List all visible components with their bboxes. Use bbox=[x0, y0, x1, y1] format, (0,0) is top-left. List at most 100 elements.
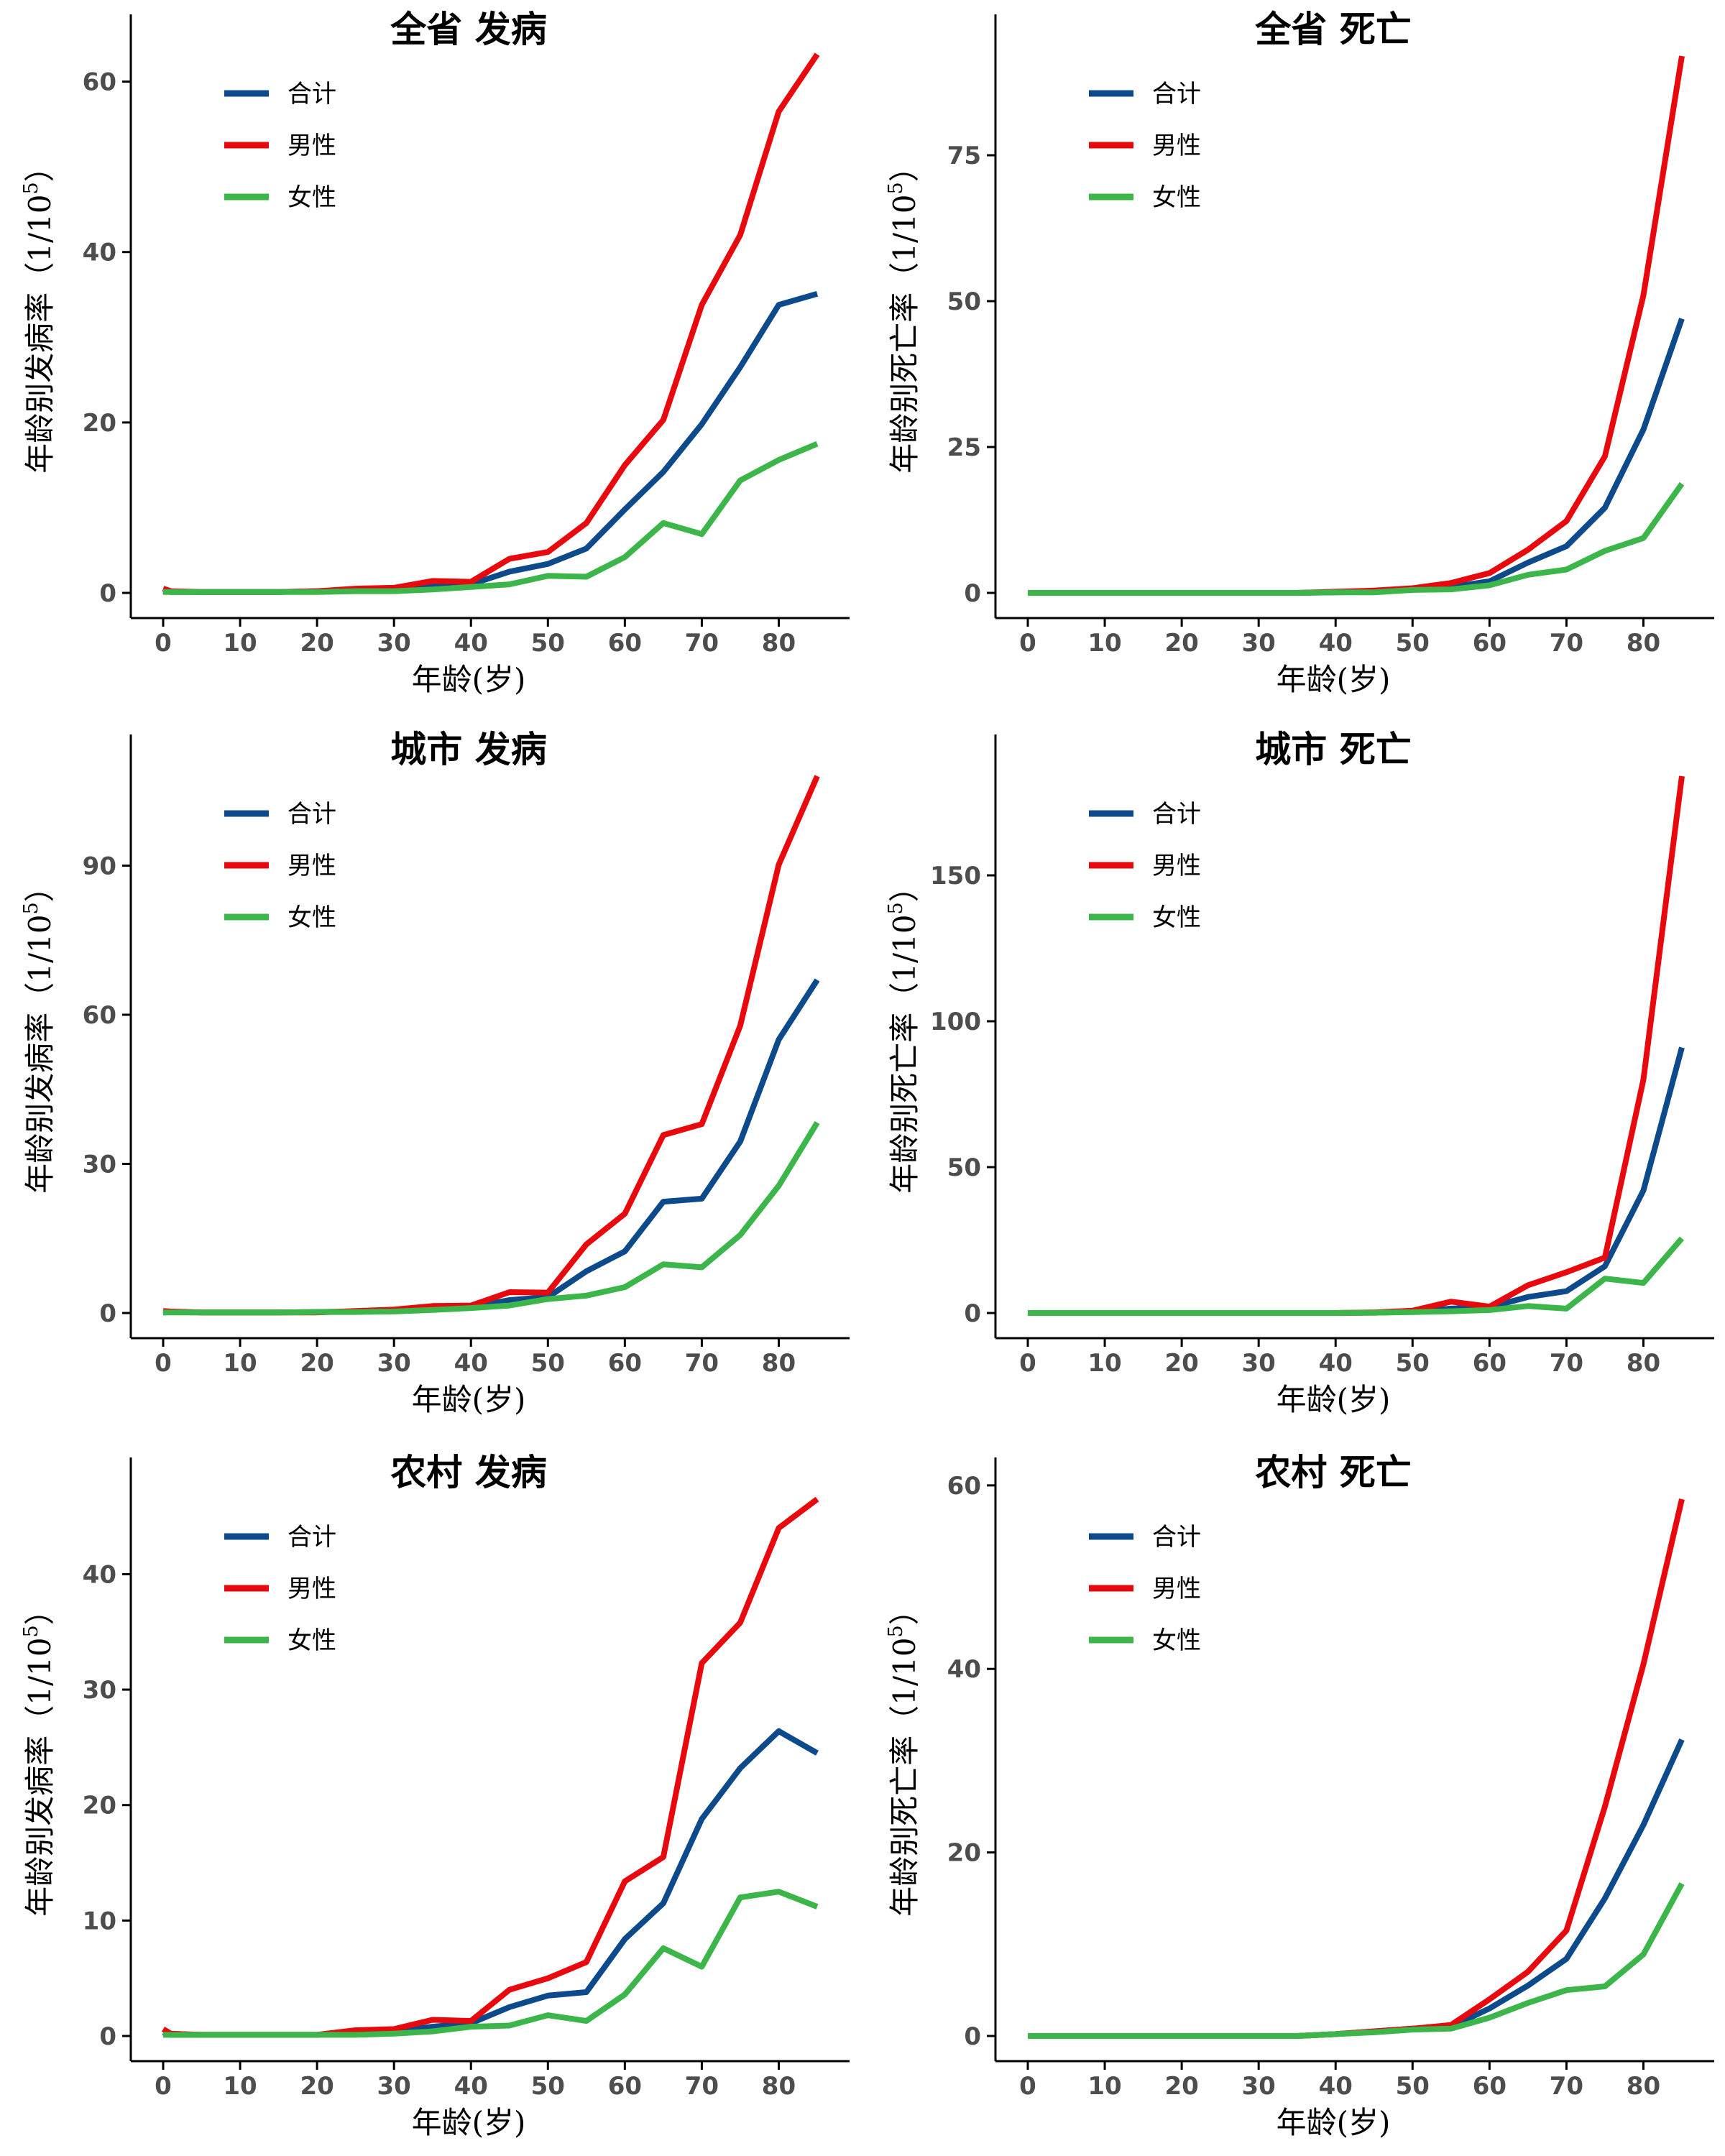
x-tick-label: 40 bbox=[1319, 2072, 1353, 2101]
y-tick-label: 0 bbox=[964, 579, 981, 608]
legend-label: 男性 bbox=[1152, 1575, 1201, 1603]
y-tick-label: 40 bbox=[83, 239, 116, 267]
x-tick-label: 50 bbox=[531, 629, 565, 658]
x-tick-label: 0 bbox=[1019, 2072, 1036, 2101]
x-tick-label: 30 bbox=[377, 1349, 411, 1378]
y-tick-label: 40 bbox=[83, 1560, 116, 1589]
x-axis-title: 年龄(岁) bbox=[1276, 2105, 1391, 2140]
y-tick-label: 20 bbox=[83, 409, 116, 438]
x-tick-label: 50 bbox=[1396, 629, 1430, 658]
x-tick-label: 80 bbox=[762, 1349, 796, 1378]
x-tick-label: 20 bbox=[300, 629, 334, 658]
legend-label: 男性 bbox=[1152, 852, 1201, 880]
y-axis-title-sup: 5 bbox=[20, 182, 42, 194]
y-axis-title-close: ） bbox=[887, 872, 922, 902]
x-tick-label: 60 bbox=[1473, 2072, 1506, 2101]
y-tick-label: 10 bbox=[83, 1907, 116, 1935]
series-line-男性 bbox=[1028, 1498, 1685, 2039]
panel-title: 农村 死亡 bbox=[1255, 1451, 1411, 1493]
x-tick-label: 20 bbox=[1164, 2072, 1198, 2101]
series-line-男性 bbox=[1028, 775, 1685, 1316]
y-tick-label: 50 bbox=[947, 287, 981, 316]
x-axis-title: 年龄(岁) bbox=[412, 2105, 526, 2140]
y-axis-title: 年龄别死亡率（1/105） bbox=[885, 1595, 922, 1917]
x-tick-label: 60 bbox=[608, 2072, 642, 2101]
y-tick-label: 30 bbox=[83, 1151, 116, 1179]
y-axis-title: 年龄别死亡率（1/105） bbox=[885, 152, 922, 474]
x-axis-title: 年龄(岁) bbox=[1276, 662, 1391, 697]
y-axis-title-sup: 5 bbox=[885, 902, 907, 914]
legend-label: 男性 bbox=[1152, 132, 1201, 160]
y-axis-title-close: ） bbox=[22, 872, 58, 902]
legend-label: 男性 bbox=[288, 1575, 336, 1603]
legend-label: 合计 bbox=[1152, 80, 1201, 109]
y-tick-label: 50 bbox=[947, 1153, 981, 1182]
y-axis-title-close: ） bbox=[22, 152, 58, 182]
legend-label: 女性 bbox=[1152, 903, 1201, 932]
x-tick-label: 80 bbox=[762, 629, 796, 658]
series-line-女性 bbox=[163, 1121, 820, 1316]
y-tick-label: 60 bbox=[83, 68, 116, 97]
y-tick-label: 0 bbox=[99, 1299, 116, 1328]
legend-label: 男性 bbox=[288, 132, 336, 160]
x-axis-title: 年龄(岁) bbox=[412, 1382, 526, 1417]
series-line-合计 bbox=[1028, 318, 1685, 596]
x-tick-label: 0 bbox=[155, 629, 172, 658]
y-tick-label: 150 bbox=[930, 862, 981, 890]
x-tick-label: 20 bbox=[1164, 629, 1198, 658]
panel-title: 全省 发病 bbox=[390, 8, 546, 50]
y-axis-title-sup: 5 bbox=[885, 1625, 907, 1637]
y-tick-label: 90 bbox=[83, 852, 116, 881]
x-tick-label: 0 bbox=[1019, 629, 1036, 658]
series-line-女性 bbox=[163, 441, 819, 595]
x-tick-label: 0 bbox=[1019, 1349, 1036, 1378]
y-axis-title-main: 年龄别死亡率（1/10 bbox=[887, 194, 922, 473]
y-axis-title-sup: 5 bbox=[20, 902, 42, 914]
y-axis-title-close: ） bbox=[22, 1595, 58, 1625]
x-tick-label: 70 bbox=[685, 2072, 719, 2101]
y-tick-label: 60 bbox=[947, 1472, 981, 1501]
y-axis-title-sup: 5 bbox=[20, 1625, 42, 1637]
x-tick-label: 40 bbox=[1319, 629, 1353, 658]
x-tick-label: 20 bbox=[300, 1349, 334, 1378]
x-tick-label: 70 bbox=[1550, 2072, 1583, 2101]
x-tick-label: 20 bbox=[300, 2072, 334, 2101]
x-tick-label: 10 bbox=[1087, 629, 1121, 658]
series-line-女性 bbox=[1028, 1882, 1685, 2039]
series-line-女性 bbox=[1028, 1236, 1685, 1316]
x-tick-label: 0 bbox=[155, 1349, 172, 1378]
series-line-合计 bbox=[1028, 1046, 1685, 1316]
y-axis-title-close: ） bbox=[887, 1595, 922, 1625]
x-tick-label: 0 bbox=[155, 2072, 172, 2101]
y-tick-label: 20 bbox=[947, 1839, 981, 1868]
x-tick-label: 70 bbox=[1550, 629, 1583, 658]
y-axis-title-sup: 5 bbox=[885, 182, 907, 194]
series-line-合计 bbox=[1028, 1738, 1685, 2039]
y-tick-label: 0 bbox=[964, 2022, 981, 2051]
y-axis-title: 年龄别发病率（1/105） bbox=[20, 152, 58, 474]
series-line-男性 bbox=[1028, 55, 1685, 596]
x-tick-label: 80 bbox=[1627, 1349, 1660, 1378]
y-axis-title-close: ） bbox=[887, 152, 922, 182]
x-tick-label: 30 bbox=[1242, 1349, 1276, 1378]
x-tick-label: 10 bbox=[223, 2072, 257, 2101]
x-axis-title: 年龄(岁) bbox=[1276, 1382, 1391, 1417]
x-tick-label: 30 bbox=[377, 629, 411, 658]
x-tick-label: 30 bbox=[1242, 2072, 1276, 2101]
y-tick-label: 30 bbox=[83, 1676, 116, 1705]
legend-label: 女性 bbox=[288, 903, 336, 932]
x-tick-label: 60 bbox=[608, 629, 642, 658]
x-tick-label: 50 bbox=[531, 2072, 565, 2101]
legend-label: 合计 bbox=[288, 800, 336, 829]
y-axis-title-main: 年龄别死亡率（1/10 bbox=[887, 914, 922, 1193]
series-line-男性 bbox=[162, 775, 820, 1316]
series-line-合计 bbox=[162, 978, 820, 1316]
x-tick-label: 80 bbox=[762, 2072, 796, 2101]
x-tick-label: 40 bbox=[454, 629, 488, 658]
series-line-女性 bbox=[163, 1889, 819, 2038]
